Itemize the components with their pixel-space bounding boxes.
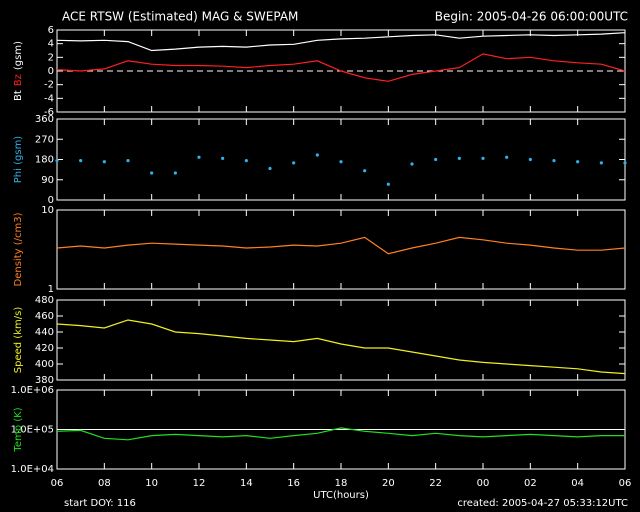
x-tick-label: 02 (524, 478, 537, 489)
x-tick-label: 14 (240, 478, 253, 489)
data-point (410, 162, 414, 166)
y-tick-label: 1.0E+04 (11, 464, 54, 475)
x-tick-label: 06 (51, 478, 64, 489)
y-tick-label: 400 (35, 359, 54, 370)
data-point (576, 160, 580, 164)
y-axis-label: Density (/cm3) (13, 212, 24, 286)
x-tick-label: 00 (477, 478, 490, 489)
y-axis-label-text: Density (/cm3) (13, 212, 24, 286)
data-point (481, 156, 485, 160)
y-axis-label-text: Phi (gsm) (13, 136, 24, 184)
y-tick-label: 180 (35, 155, 54, 166)
y-tick-label: 270 (35, 134, 54, 145)
y-axis-label: Phi (gsm) (13, 136, 24, 184)
data-point (268, 166, 272, 171)
x-tick-label: 08 (98, 478, 111, 489)
data-point (599, 161, 603, 165)
data-point (150, 171, 154, 175)
start-doy: start DOY: 116 (64, 498, 136, 509)
y-tick-label: 440 (35, 327, 54, 338)
data-point (339, 160, 343, 164)
y-axis-label: Speed (km/s) (13, 307, 24, 374)
data-point (552, 159, 556, 163)
y-tick-label: -4 (44, 93, 54, 104)
y-tick-label: 2 (48, 52, 54, 63)
y-tick-label: 4 (48, 39, 54, 50)
data-line (56, 53, 626, 82)
y-tick-label: 1.0E+06 (11, 385, 54, 396)
y-tick-label: 360 (35, 114, 54, 125)
y-axis-label: Temp (K) (13, 407, 24, 452)
data-point (221, 156, 225, 160)
data-line (56, 32, 626, 52)
y-tick-label: -6 (44, 107, 54, 118)
y-tick-label: 1 (48, 284, 54, 295)
data-point (173, 171, 177, 175)
y-tick-label: 380 (35, 375, 54, 386)
data-point (623, 161, 627, 165)
data-point (505, 155, 509, 159)
data-point (244, 159, 248, 163)
y-tick-label: 460 (35, 311, 54, 322)
x-tick-label: 20 (382, 478, 395, 489)
chart-title: ACE RTSW (Estimated) MAG & SWEPAM (62, 10, 298, 24)
x-tick-label: 12 (193, 478, 206, 489)
data-point (55, 159, 59, 163)
data-point (315, 153, 319, 157)
y-tick-label: 480 (35, 295, 54, 306)
y-tick-label: -2 (44, 80, 54, 91)
legend-entry: Bz (13, 74, 24, 86)
y-tick-label: 0 (48, 66, 54, 77)
y-tick-label: 420 (35, 343, 54, 354)
y-tick-label: 6 (48, 25, 54, 36)
x-tick-label: 18 (335, 478, 348, 489)
data-point (79, 159, 83, 163)
x-tick-label: 06 (619, 478, 632, 489)
y-tick-label: 10 (41, 205, 54, 216)
data-point (292, 161, 296, 165)
created-time: created: 2005-04-27 05:33:12UTC (457, 498, 628, 509)
x-tick-label: 16 (287, 478, 300, 489)
data-point (386, 182, 390, 186)
data-line (56, 427, 625, 441)
x-tick-label: 22 (429, 478, 442, 489)
x-axis-label: UTC(hours) (313, 490, 369, 501)
y-axis-label-unit: (gsm) (13, 41, 24, 70)
begin-time: Begin: 2005-04-26 06:00:00UTC (435, 10, 628, 24)
legend-entry: Bt (13, 90, 24, 101)
data-point (197, 155, 201, 159)
data-point (363, 169, 367, 173)
data-point (457, 156, 461, 160)
y-axis-label-text: Temp (K) (13, 407, 24, 452)
x-tick-label: 10 (145, 478, 158, 489)
y-tick-label: 90 (41, 175, 54, 186)
y-axis-label: Bt Bz (gsm) (13, 41, 24, 101)
data-line (56, 236, 626, 255)
y-axis-label-text: Speed (km/s) (13, 307, 24, 374)
y-tick-label: 0 (48, 195, 54, 206)
y-tick-label: 1.0E+05 (11, 425, 54, 436)
data-point (528, 157, 532, 162)
data-point (126, 159, 130, 163)
data-line (56, 319, 626, 375)
data-point (434, 157, 438, 162)
data-point (102, 160, 106, 164)
x-tick-label: 04 (571, 478, 584, 489)
